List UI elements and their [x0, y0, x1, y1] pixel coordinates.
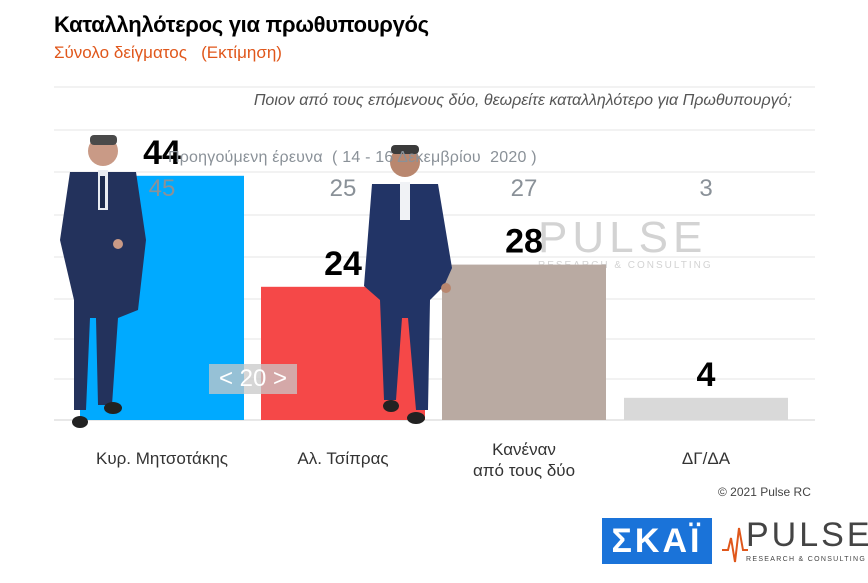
person-figure-right [364, 145, 452, 424]
pulse-logo-tagline: RESEARCH & CONSULTING [746, 556, 867, 563]
figures [60, 135, 452, 428]
previous-value-label-3: 3 [699, 175, 712, 202]
pulse-logo-name: PULSE [746, 516, 868, 554]
previous-value-label-1: 25 [330, 175, 357, 202]
previous-survey-note: Προηγούμενη έρευνα ( 14 - 16 Δεκεμβρίου … [168, 149, 537, 166]
difference-badge: < 20 > [209, 364, 297, 394]
value-label-2: 28 [505, 223, 543, 261]
chart-subtitle: Σύνολο δείγματος (Εκτίμηση) [54, 43, 282, 62]
previous-value-label-2: 27 [511, 175, 538, 202]
bar-3 [624, 397, 788, 420]
category-label-3: ΔΓ/ΔΑ [682, 449, 731, 468]
copyright: © 2021 Pulse RC [718, 485, 811, 499]
survey-question: Ποιον από τους επόμενους δύο, θεωρείτε κ… [253, 92, 792, 109]
previous-value-labels: 45 25 27 3 [149, 175, 713, 202]
pulse-wave-icon [722, 527, 748, 563]
chart-title: Καταλληλότερος για πρωθυπουργός [54, 12, 429, 37]
watermark-tagline: RESEARCH & CONSULTING [538, 260, 713, 271]
category-label-0: Κυρ. Μητσοτάκης [96, 449, 228, 468]
bar-2 [442, 264, 606, 420]
pulse-logo: PULSE RESEARCH & CONSULTING [722, 516, 868, 566]
category-labels: Κυρ. Μητσοτάκης Αλ. Τσίπρας Κανέναν από του… [96, 440, 731, 480]
skai-logo: ΣΚΑΪ [602, 518, 712, 564]
category-label-2: Κανέναν από τους δύο [473, 440, 575, 480]
value-labels: 44 24 28 4 [143, 134, 715, 394]
previous-value-label-0: 45 [149, 175, 176, 202]
value-label-0: 44 [143, 134, 181, 172]
value-label-3: 4 [697, 356, 716, 394]
value-label-1: 24 [324, 245, 362, 283]
pulse-watermark: PULSE RESEARCH & CONSULTING [502, 213, 713, 272]
person-figure-left [60, 135, 146, 428]
category-label-1: Αλ. Τσίπρας [297, 449, 388, 468]
watermark-name: PULSE [538, 213, 708, 262]
